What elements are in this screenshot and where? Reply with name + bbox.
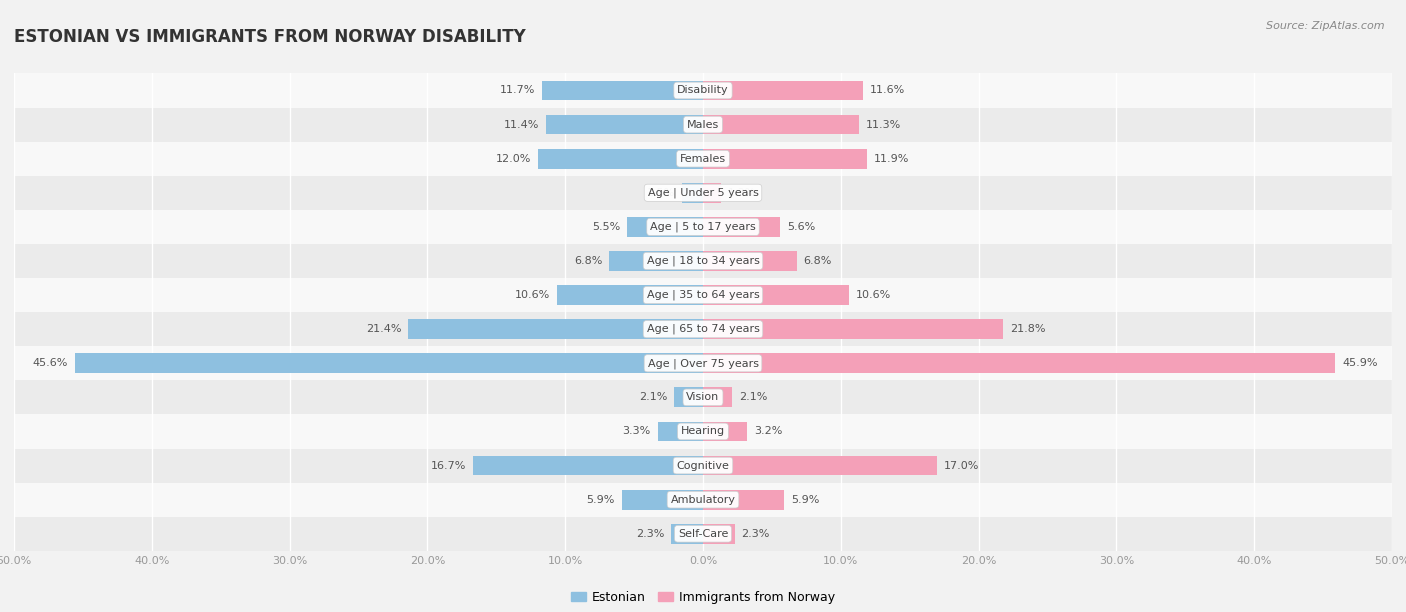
Text: 10.6%: 10.6% (856, 290, 891, 300)
Bar (703, 456, 938, 476)
Bar (703, 81, 863, 100)
Text: Self-Care: Self-Care (678, 529, 728, 539)
Text: Ambulatory: Ambulatory (671, 494, 735, 505)
Bar (673, 387, 703, 407)
Bar (703, 183, 721, 203)
Text: 45.6%: 45.6% (32, 358, 67, 368)
Text: Hearing: Hearing (681, 427, 725, 436)
Bar (14, 380, 1392, 414)
Bar (14, 346, 1392, 380)
Bar (703, 524, 735, 543)
Bar (14, 414, 1392, 449)
Bar (541, 81, 703, 100)
Bar (14, 278, 1392, 312)
Bar (703, 149, 868, 168)
Bar (671, 524, 703, 543)
Text: ESTONIAN VS IMMIGRANTS FROM NORWAY DISABILITY: ESTONIAN VS IMMIGRANTS FROM NORWAY DISAB… (14, 28, 526, 46)
Text: Vision: Vision (686, 392, 720, 402)
Bar (14, 73, 1392, 108)
Bar (14, 483, 1392, 517)
Bar (703, 114, 859, 135)
Text: Females: Females (681, 154, 725, 163)
Bar (14, 108, 1392, 141)
Bar (14, 176, 1392, 210)
Text: Age | 35 to 64 years: Age | 35 to 64 years (647, 290, 759, 300)
Text: Age | 5 to 17 years: Age | 5 to 17 years (650, 222, 756, 232)
Text: Source: ZipAtlas.com: Source: ZipAtlas.com (1267, 21, 1385, 31)
Text: 11.3%: 11.3% (866, 119, 901, 130)
Bar (658, 422, 703, 441)
Bar (537, 149, 703, 168)
Text: 5.5%: 5.5% (592, 222, 620, 232)
Bar (703, 387, 733, 407)
Text: 10.6%: 10.6% (515, 290, 550, 300)
Text: 2.3%: 2.3% (741, 529, 770, 539)
Text: 45.9%: 45.9% (1343, 358, 1378, 368)
Text: 5.9%: 5.9% (792, 494, 820, 505)
Bar (627, 217, 703, 237)
Text: 17.0%: 17.0% (945, 461, 980, 471)
Bar (75, 353, 703, 373)
Bar (703, 251, 797, 271)
Text: 2.1%: 2.1% (638, 392, 668, 402)
Legend: Estonian, Immigrants from Norway: Estonian, Immigrants from Norway (565, 586, 841, 609)
Text: 6.8%: 6.8% (574, 256, 602, 266)
Bar (14, 312, 1392, 346)
Bar (703, 422, 747, 441)
Bar (14, 244, 1392, 278)
Text: 3.2%: 3.2% (754, 427, 782, 436)
Text: 5.9%: 5.9% (586, 494, 614, 505)
Text: 11.7%: 11.7% (499, 86, 534, 95)
Bar (621, 490, 703, 510)
Bar (14, 517, 1392, 551)
Text: 16.7%: 16.7% (430, 461, 465, 471)
Text: 6.8%: 6.8% (804, 256, 832, 266)
Bar (703, 353, 1336, 373)
Bar (14, 210, 1392, 244)
Bar (557, 285, 703, 305)
Text: 11.6%: 11.6% (870, 86, 905, 95)
Text: 1.3%: 1.3% (728, 188, 756, 198)
Text: Disability: Disability (678, 86, 728, 95)
Text: Males: Males (688, 119, 718, 130)
Text: 2.3%: 2.3% (636, 529, 665, 539)
Text: 2.1%: 2.1% (738, 392, 768, 402)
Text: Age | Under 5 years: Age | Under 5 years (648, 187, 758, 198)
Bar (703, 285, 849, 305)
Bar (14, 141, 1392, 176)
Text: Cognitive: Cognitive (676, 461, 730, 471)
Text: 21.8%: 21.8% (1011, 324, 1046, 334)
Bar (703, 490, 785, 510)
Bar (703, 319, 1004, 339)
Bar (546, 114, 703, 135)
Text: Age | Over 75 years: Age | Over 75 years (648, 358, 758, 368)
Bar (703, 217, 780, 237)
Text: Age | 18 to 34 years: Age | 18 to 34 years (647, 256, 759, 266)
Bar (408, 319, 703, 339)
Text: 11.4%: 11.4% (503, 119, 538, 130)
Text: 3.3%: 3.3% (623, 427, 651, 436)
Text: 11.9%: 11.9% (875, 154, 910, 163)
Text: Age | 65 to 74 years: Age | 65 to 74 years (647, 324, 759, 334)
Text: 12.0%: 12.0% (495, 154, 531, 163)
Text: 1.5%: 1.5% (647, 188, 675, 198)
Bar (14, 449, 1392, 483)
Bar (472, 456, 703, 476)
Bar (682, 183, 703, 203)
Text: 21.4%: 21.4% (366, 324, 401, 334)
Text: 5.6%: 5.6% (787, 222, 815, 232)
Bar (609, 251, 703, 271)
